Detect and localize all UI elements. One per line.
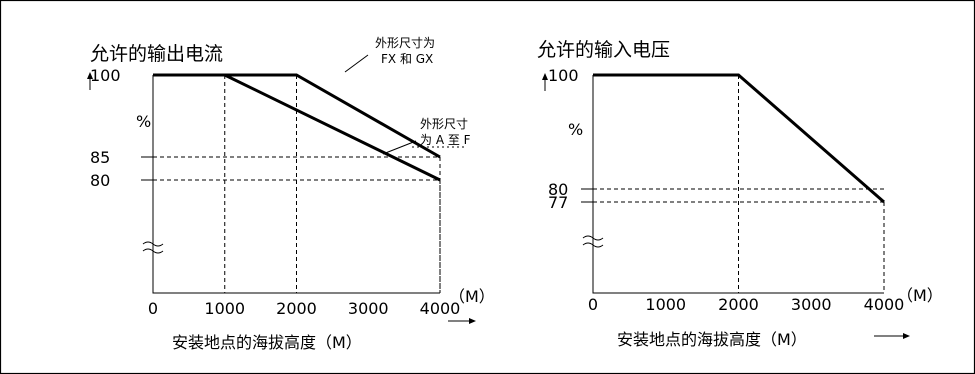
chart-output-current-x-label: 安装地点的海拔高度（M） bbox=[172, 333, 362, 352]
chart-output-current-y-arrow bbox=[87, 72, 93, 90]
chart-output-current-axis-break bbox=[142, 241, 164, 254]
chart-input-voltage-x-unit: （M） bbox=[897, 286, 943, 305]
chart-output-current-series bbox=[153, 73, 441, 182]
series-label-fx-gx: 外形尺寸为 FX 和 GX bbox=[344, 36, 435, 73]
chart-output-current-y-tick-85: 85 bbox=[90, 148, 110, 167]
chart-output-current-x-arrow bbox=[448, 318, 476, 324]
series-label-fx-gx-line2: FX 和 GX bbox=[381, 52, 433, 66]
series-label-a-f: 外形尺寸 为 A 至 F bbox=[382, 117, 471, 155]
series-label-fx-gx-leader bbox=[344, 54, 369, 73]
chart-input-voltage-reference-lines bbox=[593, 75, 885, 293]
chart-input-voltage-axis-break bbox=[582, 235, 604, 248]
chart-input-voltage-series-line-0 bbox=[593, 73, 885, 204]
chart-input-voltage-x-tick-4000: 4000 bbox=[864, 295, 905, 314]
chart-input-voltage-y-tick-77: 77 bbox=[548, 193, 568, 212]
chart-input-voltage-x-tick-2000: 2000 bbox=[718, 295, 759, 314]
series-label-fx-gx-line1: 外形尺寸为 bbox=[375, 36, 435, 50]
chart-output-current-reference-lines bbox=[153, 75, 441, 293]
chart-input-voltage-x-tick-1000: 1000 bbox=[645, 295, 686, 314]
chart-output-current-x-tick-2000: 2000 bbox=[276, 299, 317, 318]
chart-input-voltage-y-tick-80: 80 bbox=[548, 180, 568, 199]
chart-output-current-title: 允许的输出电流 bbox=[90, 43, 223, 65]
chart-input-voltage-series bbox=[593, 73, 885, 204]
chart-output-current-x-tick-0: 0 bbox=[148, 299, 158, 318]
chart-input-voltage-x-arrow bbox=[874, 333, 910, 339]
chart-input-voltage-title: 允许的输入电压 bbox=[537, 39, 670, 61]
chart-output-current-y-ticks: 100 85 80 bbox=[90, 66, 153, 190]
chart-output-current-y-tick-100: 100 bbox=[90, 66, 121, 85]
chart-output-current-axes bbox=[152, 75, 440, 294]
chart-input-voltage-y-unit: % bbox=[568, 120, 583, 139]
chart-output-current-series-line-1 bbox=[153, 73, 441, 182]
chart-output-current-y-tick-80: 80 bbox=[90, 171, 110, 190]
chart-input-voltage-axes bbox=[592, 75, 884, 294]
chart-input-voltage-x-ticks: 0 1000 2000 3000 4000 bbox=[588, 295, 904, 314]
chart-output-current-x-tick-3000: 3000 bbox=[348, 299, 389, 318]
chart-input-voltage-x-tick-3000: 3000 bbox=[791, 295, 832, 314]
chart-input-voltage-y-arrow bbox=[542, 73, 548, 91]
chart-input-voltage-y-tick-100: 100 bbox=[548, 66, 579, 85]
series-label-a-f-leader bbox=[382, 140, 417, 155]
chart-output-current-x-ticks: 0 1000 2000 3000 4000 bbox=[148, 299, 460, 318]
chart-output-current-x-tick-1000: 1000 bbox=[204, 299, 245, 318]
series-label-a-f-line1: 外形尺寸 bbox=[420, 117, 468, 131]
chart-output-current-series-line-0 bbox=[153, 73, 441, 159]
chart-output-current-x-unit: （M） bbox=[449, 287, 495, 306]
chart-input-voltage-x-tick-0: 0 bbox=[588, 295, 598, 314]
chart-output-current-x-tick-4000: 4000 bbox=[420, 299, 461, 318]
chart-output-current-y-unit: % bbox=[136, 112, 151, 131]
chart-input-voltage-x-label: 安装地点的海拔高度（M） bbox=[617, 330, 807, 349]
series-label-a-f-line2: 为 A 至 F bbox=[420, 133, 471, 147]
